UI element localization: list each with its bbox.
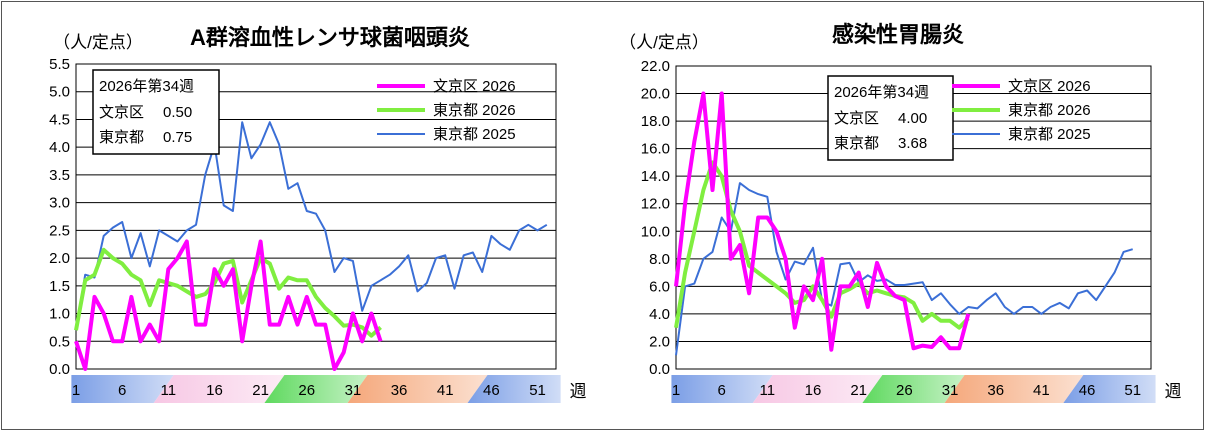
x-tick-label: 16 [206,382,223,399]
x-tick-label: 26 [896,382,913,399]
chart-title: A群溶血性レンサ球菌咽頭炎 [190,25,470,50]
y-tick-label: 12.0 [641,196,670,213]
x-tick-label: 1 [72,382,80,399]
season-band-segment [944,375,1084,403]
season-band-segment [347,375,488,403]
y-tick-label: 0.0 [49,361,70,378]
y-tick-label: 14.0 [641,168,670,185]
stat-box-value: 4.00 [898,110,927,127]
stat-box-title: 2026年第34週 [99,77,194,95]
y-tick-label: 16.0 [641,141,670,158]
chart-gastroenteritis: 0.0 2.0 4.0 6.0 8.0 10.0 12.0 14.0 16.0 18.0 20.0 2… [619,22,1182,403]
series-line [674,91,971,352]
y-tick-label: 2.0 [49,250,70,267]
season-band-segment [264,375,368,403]
x-tick-label: 36 [391,382,408,399]
x-tick-label: 46 [483,382,500,399]
season-band-segment [71,375,174,403]
series-line [74,239,383,371]
season-band-segment [752,375,883,403]
legend-label: 東京都 2026 [433,102,516,119]
y-tick-label: 3.5 [49,167,70,184]
y-tick-label: 2.0 [649,333,670,350]
y-tick-label: 8.0 [649,251,670,268]
legend-label: 東京都 2025 [1008,126,1091,143]
x-tick-label: 51 [529,382,546,399]
y-tick-label: 4.0 [49,139,70,156]
legend-label: 文京区 2026 [1008,78,1091,95]
y-tick-label: 0.0 [649,361,670,378]
y-tick-label: 10.0 [641,223,670,240]
x-tick-label: 36 [987,382,1004,399]
y-axis-unit: （人/定点） [53,33,143,52]
stat-box [827,75,954,161]
stat-box-label: 東京都 [834,135,879,152]
x-tick-label: 11 [161,382,177,399]
x-tick-label: 31 [942,382,959,399]
stat-box-label: 文京区 [834,110,879,127]
x-axis-unit: 週 [570,382,587,401]
stat-box-label: 東京都 [99,129,144,146]
x-tick-label: 1 [672,382,680,399]
stat-box-value: 3.68 [898,135,927,152]
legend-label: 東京都 2025 [433,126,516,143]
x-tick-label: 41 [1033,382,1050,399]
season-band-segment [862,375,965,403]
series-line [675,182,1133,356]
x-tick-label: 31 [345,382,362,399]
x-tick-label: 26 [298,382,315,399]
stat-box-value: 0.50 [163,104,192,121]
y-tick-label: 6.0 [649,278,670,295]
season-band-segment [1063,375,1156,403]
series-line [75,121,548,331]
x-tick-label: 46 [1079,382,1096,399]
legend-label: 文京区 2026 [433,78,516,95]
y-tick-label: 1.0 [49,306,70,323]
stat-box-value: 0.75 [163,129,192,146]
y-tick-label: 18.0 [641,113,670,130]
season-band-segment [467,375,561,403]
chart-title: 感染性胃腸炎 [832,22,964,47]
y-tick-label: 2.5 [49,222,70,239]
chart-strep-pharyngitis: 0.00.51.01.52.02.53.03.54.04.55.05.51 6 11… [49,25,587,403]
y-tick-label: 4.0 [649,306,670,323]
y-tick-label: 3.0 [49,195,70,212]
y-tick-label: 0.5 [49,333,70,350]
stat-box [92,69,220,155]
series-line [674,160,970,330]
x-tick-label: 41 [437,382,454,399]
y-tick-label: 22.0 [641,58,670,75]
x-tick-label: 6 [718,382,726,399]
x-axis-unit: 週 [1165,382,1182,401]
season-band-segment [671,375,773,403]
x-tick-label: 11 [760,382,776,399]
y-axis-unit: （人/定点） [619,33,709,52]
x-tick-label: 21 [252,382,269,399]
x-tick-label: 16 [805,382,822,399]
x-tick-label: 21 [850,382,867,399]
y-tick-label: 5.5 [49,56,70,73]
y-tick-label: 4.5 [49,111,70,128]
legend-label: 東京都 2026 [1008,102,1091,119]
series-line [74,247,382,338]
x-tick-label: 51 [1124,382,1141,399]
y-tick-label: 5.0 [49,84,70,101]
x-tick-label: 6 [118,382,126,399]
stat-box-label: 文京区 [99,104,144,121]
y-tick-label: 20.0 [641,86,670,103]
stat-box-title: 2026年第34週 [834,83,929,101]
season-band-segment [153,375,285,403]
y-tick-label: 1.5 [49,278,70,295]
